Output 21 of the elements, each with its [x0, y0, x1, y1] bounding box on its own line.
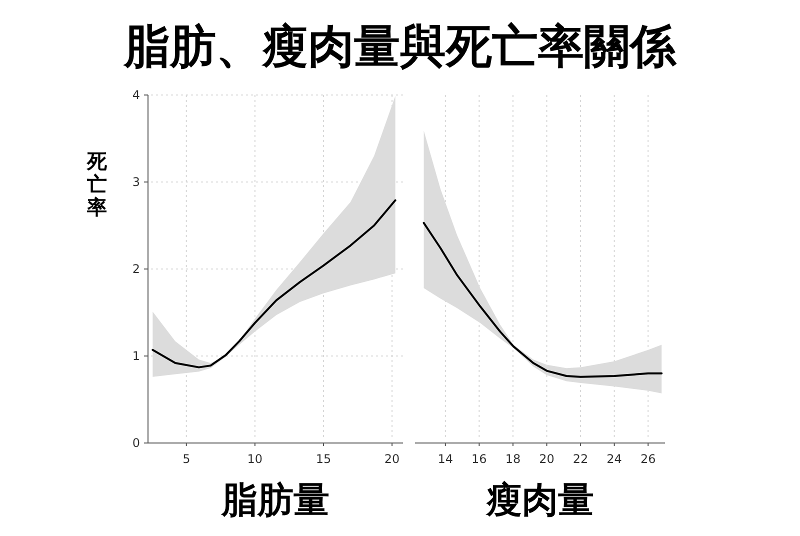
x-axis-title: 脂肪量 — [220, 480, 330, 521]
y-tick-label: 0 — [132, 436, 140, 450]
x-tick-label: 15 — [316, 452, 332, 466]
x-tick-label: 16 — [472, 452, 487, 466]
x-axis-title: 瘦肉量 — [485, 480, 594, 521]
x-tick-label: 26 — [640, 452, 656, 466]
x-tick-label: 10 — [247, 452, 263, 466]
x-tick-label: 20 — [384, 452, 400, 466]
x-tick-label: 20 — [539, 452, 554, 466]
x-tick-label: 24 — [606, 452, 622, 466]
x-tick-label: 18 — [505, 452, 521, 466]
y-tick-label: 1 — [132, 349, 140, 363]
y-tick-label: 3 — [132, 175, 140, 189]
x-tick-label: 22 — [572, 452, 588, 466]
chart-title: 脂肪、瘦肉量與死亡率關係 — [123, 19, 677, 73]
y-tick-label: 2 — [132, 262, 140, 276]
x-tick-label: 5 — [182, 452, 190, 466]
y-tick-label: 4 — [132, 88, 140, 102]
x-tick-label: 14 — [438, 452, 454, 466]
line-series — [152, 199, 396, 368]
y-axis-title: 死亡率 — [86, 149, 108, 219]
